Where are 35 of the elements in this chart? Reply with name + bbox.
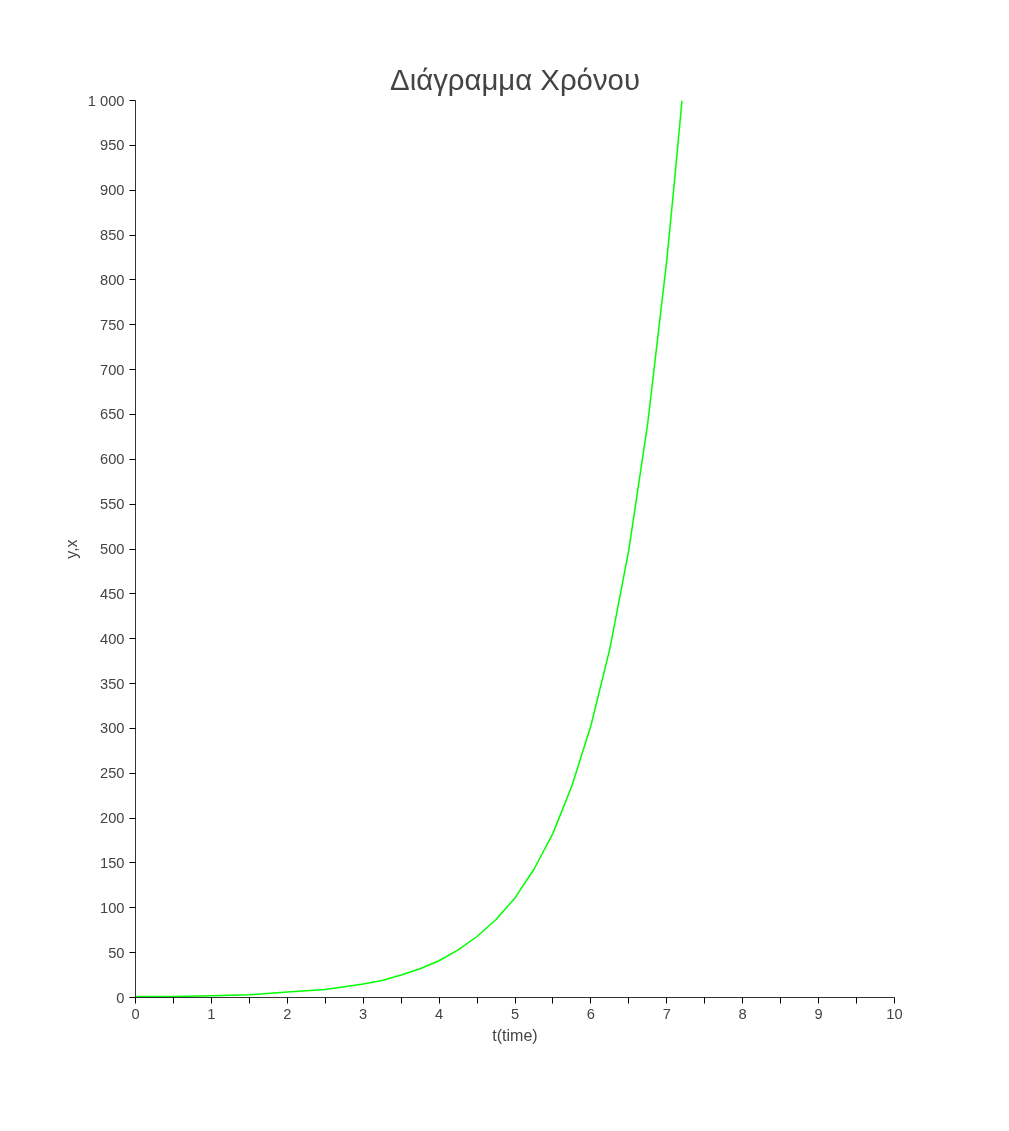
x-tick-label: 6 <box>586 1005 595 1022</box>
y-tick-label: 750 <box>100 316 125 333</box>
y-tick-label: 550 <box>100 496 125 513</box>
y-tick-label: 200 <box>100 810 125 827</box>
x-tick-label: 8 <box>738 1005 747 1022</box>
y-tick-label: 450 <box>100 585 125 602</box>
y-tick-label: 150 <box>100 854 125 871</box>
x-tick-label: 5 <box>510 1005 520 1022</box>
y-tick-label: 700 <box>100 361 125 378</box>
x-tick-label: 1 <box>207 1005 216 1022</box>
y-tick-label: 350 <box>100 675 125 692</box>
y-tick-label: 100 <box>100 899 125 916</box>
x-axis-title: t(time) <box>492 1026 538 1044</box>
y-tick-label: 500 <box>100 541 125 557</box>
y-tick-label: 1 000 <box>87 92 125 109</box>
y-tick-label: 600 <box>100 451 125 468</box>
chart-title: Διάγραμμα Χρόνου <box>390 62 640 96</box>
y-tick-label: 950 <box>100 137 125 154</box>
x-tick-label: 0 <box>131 1005 140 1022</box>
y-tick-label: 250 <box>100 765 125 782</box>
y-tick-label: 850 <box>100 227 125 244</box>
y-tick-label: 0 <box>116 989 125 1006</box>
x-tick-label: 2 <box>283 1005 292 1022</box>
y-axis-title: y,x <box>62 539 80 559</box>
y-tick-label: 400 <box>100 630 125 647</box>
y-tick-label: 50 <box>108 944 125 961</box>
y-tick-label: 650 <box>100 406 125 423</box>
y-tick-label: 900 <box>100 182 125 199</box>
y-tick-label: 800 <box>100 271 125 288</box>
x-tick-label: 3 <box>359 1005 368 1022</box>
x-tick-label: 7 <box>662 1005 671 1022</box>
x-tick-label: 4 <box>435 1005 444 1022</box>
x-tick-label: 9 <box>814 1005 823 1022</box>
y-tick-label: 300 <box>100 720 125 737</box>
x-tick-label: 10 <box>886 1005 903 1022</box>
